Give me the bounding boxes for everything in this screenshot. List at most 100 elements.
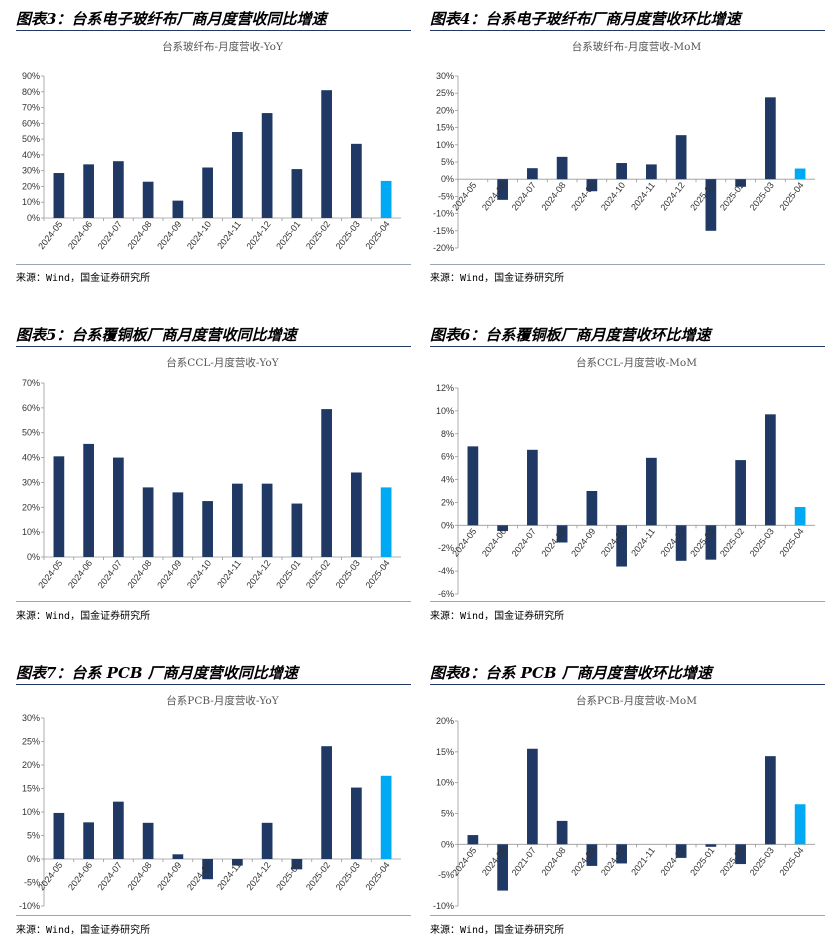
figure-3-chart: 台系玻纤布-月度营收-YoY 0% 10% 20% 30% 40% 50% 60% 70% 80%… [16,32,411,264]
y-tick-label: 5% [27,831,40,841]
bar [83,164,94,218]
x-tick-label: 2024-06 [66,558,94,590]
bar [467,446,479,526]
bar [232,859,243,866]
bar [646,164,657,180]
y-tick-label: 12% [436,383,454,393]
figure-3-top-rule [16,30,411,31]
y-tick-label: 10% [436,406,454,416]
figure-4-title: 图表4：台系电子玻纤布厂商月度营收环比增速 [430,10,741,28]
chart-title: 台系CCL-月度营收-YoY [166,356,279,369]
y-tick-label: 20% [436,716,454,726]
x-tick-label: 2025-04 [777,180,805,212]
bar [467,835,479,845]
y-tick-label: 0% [27,213,40,223]
x-tick-label: 2021-11 [629,845,657,877]
x-tick-label: 2021-07 [510,845,538,877]
x-tick-label: 2024-05 [36,860,64,892]
bar [351,472,362,557]
figure-6-source: 来源：Wind，国金证券研究所 [430,611,565,622]
y-tick-label: -2% [438,543,454,553]
bar [380,487,392,557]
bar [53,456,65,557]
y-tick-label: 8% [441,429,454,439]
bar [616,844,627,864]
bar [765,756,776,845]
y-tick-label: -5% [438,870,454,880]
chart-title: 台系PCB-月度营收-MoM [576,694,697,707]
x-tick-label: 2024-08 [125,860,153,892]
bar [735,844,746,865]
x-tick-label: 2025-03 [334,860,362,892]
bar [556,156,568,180]
x-tick-label: 2024-05 [450,845,478,877]
x-tick-label: 2025-01 [274,860,302,892]
x-tick-label: 2024-09 [155,558,183,590]
bar [83,443,94,557]
y-tick-label: -6% [438,589,454,599]
bar [497,844,508,891]
x-tick-label: 2024-11 [629,526,657,558]
x-tick-label: 2024-10 [185,219,213,251]
y-tick-label: 30% [436,71,454,81]
bar [351,787,362,859]
y-tick-label: 40% [22,150,40,160]
chart-title: 台系玻纤布-月度营收-YoY [162,40,284,53]
bar [232,132,243,218]
y-tick-label: 0% [441,520,454,530]
bar [556,525,568,543]
bar [113,801,124,859]
bar [586,179,598,192]
x-tick-label: 2025-04 [777,845,805,877]
x-tick-label: 2024-07 [96,860,124,892]
figure-5-top-rule [16,346,411,347]
bar [794,168,806,180]
y-tick-label: 5% [441,157,454,167]
figure-4-top-rule [430,30,825,31]
figure-8-bottom-rule [430,915,825,916]
y-tick-label: 60% [22,118,40,128]
bar [735,460,746,526]
x-tick-label: 2024-07 [96,558,124,590]
x-tick-label: 2025-02 [304,219,332,251]
y-tick-label: 15% [436,123,454,133]
chart-title: 台系PCB-月度营收-YoY [166,694,279,707]
y-tick-label: 30% [22,477,40,487]
y-tick-label: -4% [438,566,454,576]
x-tick-label: 2024-09 [569,526,597,558]
bar [794,804,806,845]
bar [83,822,94,859]
figure-7-source: 来源：Wind，国金证券研究所 [16,925,151,936]
x-tick-label: 2024-08 [125,558,153,590]
x-tick-label: 2024-12 [244,558,272,590]
y-tick-label: -20% [433,243,454,253]
chart-svg: 台系PCB-月度营收-YoY -10% -5% 0% 5% 10% 15% 20% 25% 30%… [19,694,401,911]
x-tick-label: 2025-03 [748,180,776,212]
y-tick-label: 90% [22,71,40,81]
y-tick-label: 40% [22,453,40,463]
x-tick-label: 2024-11 [629,180,657,212]
x-tick-label: 2025-04 [363,860,391,892]
figure-5-bottom-rule [16,601,411,602]
x-tick-label: 2025-01 [274,219,302,251]
x-tick-label: 2024-12 [658,845,686,877]
x-tick-label: 2025-03 [748,845,776,877]
bar [705,844,717,847]
x-tick-label: 2024-09 [155,860,183,892]
bar [527,748,538,845]
chart-title: 台系玻纤布-月度营收-MoM [572,40,702,53]
chart-svg: 台系PCB-月度营收-MoM -10% -5% 0% 5% 10% 15% 20% 2024-0… [433,694,815,911]
figure-8-top-rule [430,684,825,685]
x-tick-label: 2024-12 [244,860,272,892]
x-tick-label: 2024-05 [36,558,64,590]
bar [53,812,65,859]
y-tick-label: 20% [22,760,40,770]
x-tick-label: 2024-10 [185,558,213,590]
y-tick-label: 30% [22,166,40,176]
bar [765,97,776,180]
bar [202,501,213,557]
bar [291,859,303,870]
bar [675,525,687,561]
y-tick-label: 0% [441,174,454,184]
y-tick-label: 50% [22,134,40,144]
